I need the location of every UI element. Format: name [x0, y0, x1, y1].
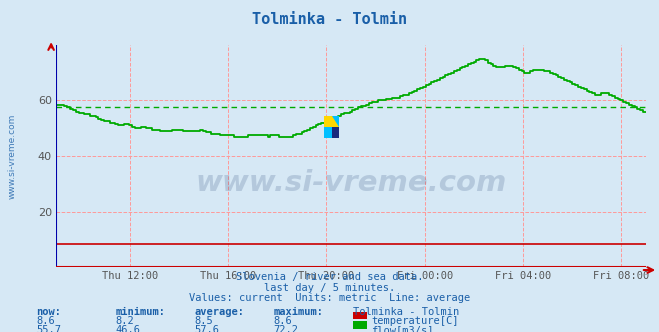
Bar [324, 127, 331, 138]
Text: last day / 5 minutes.: last day / 5 minutes. [264, 283, 395, 293]
Text: Tolminka - Tolmin: Tolminka - Tolmin [252, 12, 407, 27]
Text: temperature[C]: temperature[C] [371, 316, 459, 326]
Polygon shape [331, 116, 339, 127]
Text: Slovenia / river and sea data.: Slovenia / river and sea data. [236, 272, 423, 282]
Bar [331, 127, 339, 138]
Text: Tolminka - Tolmin: Tolminka - Tolmin [353, 307, 459, 317]
Text: Values: current  Units: metric  Line: average: Values: current Units: metric Line: aver… [189, 293, 470, 303]
Text: 8.6: 8.6 [273, 316, 292, 326]
Text: 46.6: 46.6 [115, 325, 140, 332]
Text: 8.6: 8.6 [36, 316, 55, 326]
Bar [324, 116, 339, 127]
Text: maximum:: maximum: [273, 307, 324, 317]
Text: 72.2: 72.2 [273, 325, 299, 332]
Text: flow[m3/s]: flow[m3/s] [371, 325, 434, 332]
Text: www.si-vreme.com: www.si-vreme.com [7, 113, 16, 199]
Text: now:: now: [36, 307, 61, 317]
Text: www.si-vreme.com: www.si-vreme.com [195, 169, 507, 197]
Text: 57.6: 57.6 [194, 325, 219, 332]
Text: 8.2: 8.2 [115, 316, 134, 326]
Text: average:: average: [194, 307, 244, 317]
Text: 8.5: 8.5 [194, 316, 213, 326]
Text: minimum:: minimum: [115, 307, 165, 317]
Text: 55.7: 55.7 [36, 325, 61, 332]
